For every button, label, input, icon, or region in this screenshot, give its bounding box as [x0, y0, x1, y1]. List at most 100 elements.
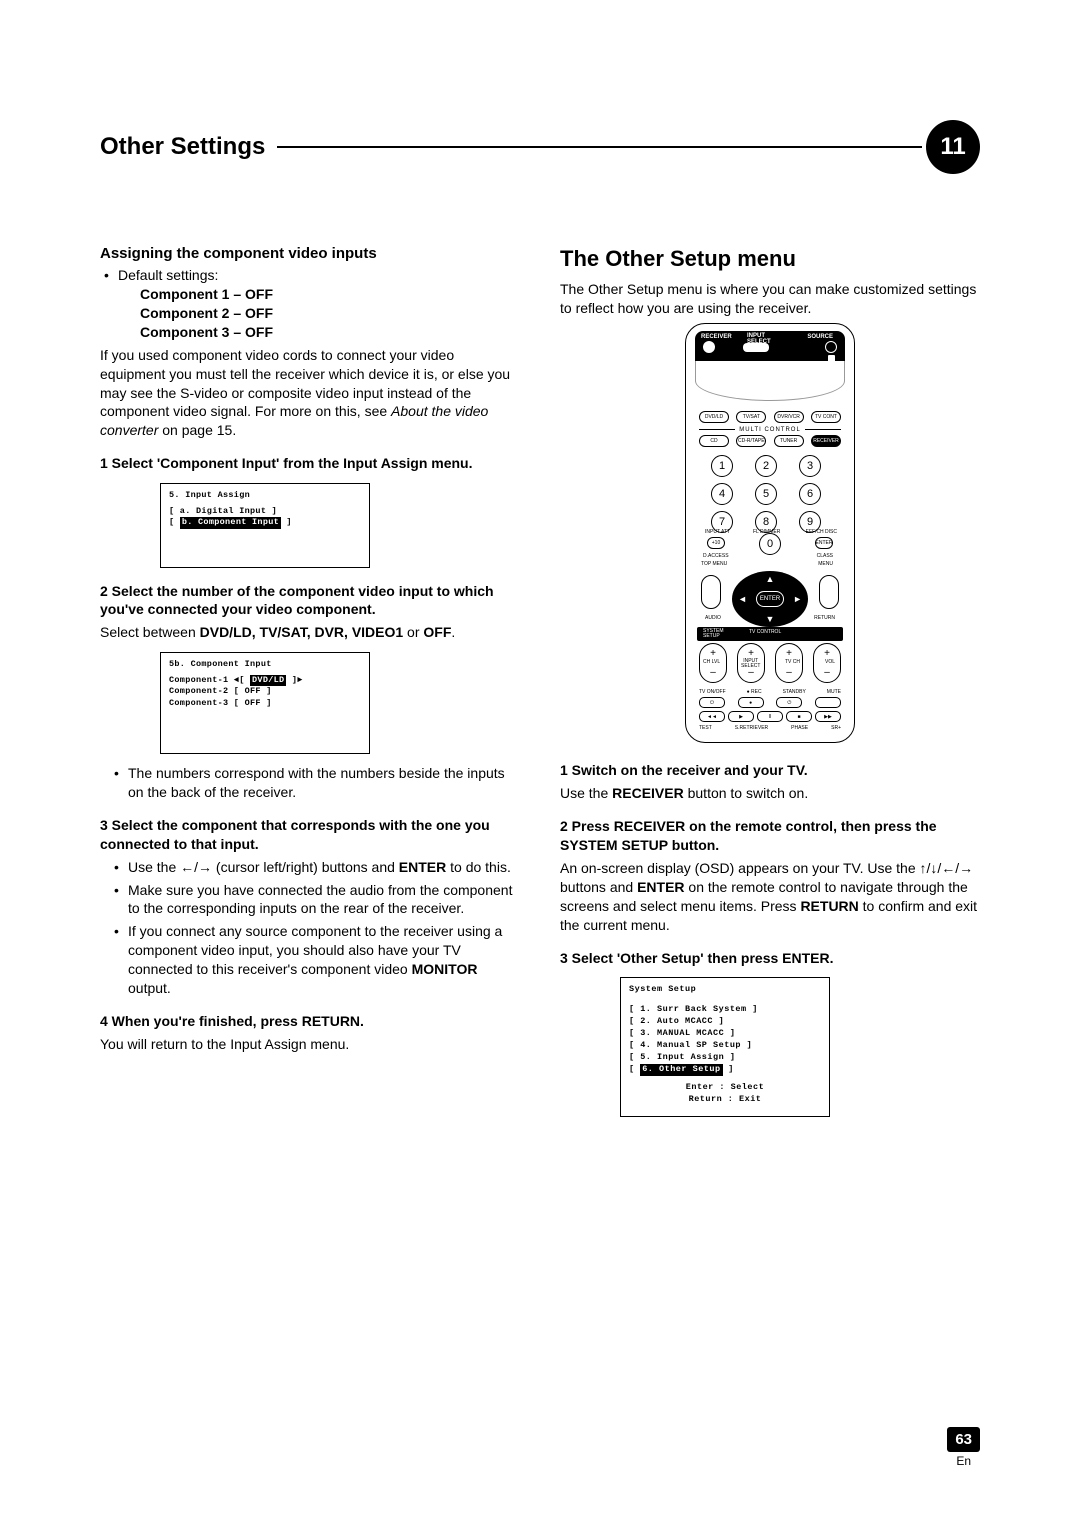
lbl-menu: MENU — [818, 561, 833, 568]
btn-rec[interactable]: ● — [738, 697, 764, 708]
osd3-r5: [ 5. Input Assign ] — [629, 1052, 821, 1064]
lbl-chlvl: CH LVL — [703, 659, 720, 666]
btn-stop[interactable]: ■ — [786, 711, 812, 722]
source-row-1: DVD/LD TV/SAT DVR/VCR TV CONT — [699, 411, 841, 423]
right-column: The Other Setup menu The Other Setup men… — [560, 244, 980, 1127]
num-2[interactable]: 2 — [755, 455, 777, 477]
btn-tvonoff[interactable]: ⏻ — [699, 697, 725, 708]
left-step-2: 2 Select the number of the component vid… — [100, 582, 520, 620]
component1-default: Component 1 – OFF — [140, 285, 520, 304]
left-step-4: 4 When you're finished, press RETURN. — [100, 1012, 520, 1031]
page-number-value: 63 — [947, 1427, 980, 1452]
src-dvd[interactable]: DVD/LD — [699, 411, 729, 423]
src-cd[interactable]: CD — [699, 435, 729, 447]
osd3-foot1: Enter : Select — [629, 1082, 821, 1094]
left-step4-note: You will return to the Input Assign menu… — [100, 1035, 520, 1054]
lbl-tvch: TV CH — [785, 659, 800, 666]
dpad-up-icon[interactable]: ▲ — [766, 573, 775, 585]
lbl-sretriever: S.RETRIEVER — [735, 725, 768, 732]
left-step3-text: 3 Select the component that corresponds … — [100, 817, 490, 852]
other-setup-intro: The Other Setup menu is where you can ma… — [560, 280, 980, 318]
src-tvsat[interactable]: TV/SAT — [736, 411, 766, 423]
dpad-right-icon[interactable]: ► — [793, 593, 802, 605]
osd3-r3: [ 3. MANUAL MCACC ] — [629, 1028, 821, 1040]
left-column: Assigning the component video inputs Def… — [100, 244, 520, 1127]
assign-heading: Assigning the component video inputs — [100, 244, 520, 264]
component2-default: Component 2 – OFF — [140, 304, 520, 323]
right-step-1: 1 Switch on the receiver and your TV. — [560, 761, 980, 780]
btn-menu[interactable] — [819, 575, 839, 609]
multi-control-label: MULTI CONTROL — [685, 426, 855, 434]
dpad-left-icon[interactable]: ◄ — [738, 593, 747, 605]
right-step-2: 2 Press RECEIVER on the remote control, … — [560, 817, 980, 855]
num-3[interactable]: 3 — [799, 455, 821, 477]
intro-tail: on page 15. — [158, 422, 236, 438]
page-lang: En — [947, 1454, 980, 1468]
left-step-1: 1 Select 'Component Input' from the Inpu… — [100, 454, 520, 473]
lbl-topmenu: TOP MENU — [701, 561, 727, 568]
transport-row-2: ◄◄ ▶ II ■ ▶▶ — [699, 711, 841, 722]
osd2-row3: Component-3 [ OFF ] — [169, 698, 361, 709]
input-select-button[interactable] — [743, 343, 769, 352]
right-step2-text: 2 Press RECEIVER on the remote control, … — [560, 818, 937, 853]
right-step2-note: An on-screen display (OSD) appears on yo… — [560, 859, 980, 935]
source-row-2: CD CD-R/TAPE TUNER RECEIVER — [699, 435, 841, 447]
btn-mute[interactable] — [815, 697, 841, 708]
intro-paragraph: If you used component video cords to con… — [100, 346, 520, 440]
osd-component-input: 5b. Component Input Component-1 ◄[ DVD/L… — [160, 652, 370, 754]
lbl-tvonoff: TV ON/OFF — [699, 689, 726, 696]
lbl-daccess: D.ACCESS — [703, 553, 729, 560]
right-step1-text: 1 Switch on the receiver and your TV. — [560, 762, 808, 778]
transport-row-1: ⏻ ● ⏻ — [699, 697, 841, 708]
osd2-row1: Component-1 ◄[ DVD/LD ]► — [169, 675, 361, 686]
enter-button[interactable]: ENTER — [756, 591, 784, 607]
chapter-title: Other Settings — [100, 133, 265, 161]
num-1[interactable]: 1 — [711, 455, 733, 477]
default-settings-label: Default settings: — [118, 266, 520, 285]
btn-plus10[interactable]: +10 — [707, 537, 725, 549]
lbl-system-setup: SYSTEMSETUP — [703, 629, 724, 639]
osd1-title: 5. Input Assign — [169, 490, 361, 501]
lbl-srplus: SR+ — [831, 725, 841, 732]
osd3-r4: [ 4. Manual SP Setup ] — [629, 1040, 821, 1052]
osd3-foot2: Return : Exit — [629, 1094, 821, 1106]
btn-ff[interactable]: ▶▶ — [815, 711, 841, 722]
btn-rew[interactable]: ◄◄ — [699, 711, 725, 722]
other-setup-heading: The Other Setup menu — [560, 244, 980, 274]
bot-label-row: TV ON/OFF ● REC STANDBY MUTE — [699, 689, 841, 696]
lbl-phase: PHASE — [791, 725, 808, 732]
left-step1-text: 1 Select 'Component Input' from the Inpu… — [100, 455, 472, 471]
osd1-row-a: [ a. Digital Input ] — [169, 506, 361, 517]
left-step3-bullet-b: Make sure you have connected the audio f… — [128, 881, 520, 919]
chapter-number-badge: 11 — [926, 120, 980, 174]
btn-enter-small[interactable]: ENTER — [815, 537, 833, 549]
src-tuner[interactable]: TUNER — [774, 435, 804, 447]
btn-standby[interactable]: ⏻ — [776, 697, 802, 708]
osd2-row2: Component-2 [ OFF ] — [169, 686, 361, 697]
lbl-test: TEST — [699, 725, 712, 732]
remote-label-receiver: RECEIVER — [701, 333, 732, 341]
btn-pause[interactable]: II — [757, 711, 783, 722]
lbl-tvcontrol: TV CONTROL — [749, 629, 781, 636]
osd-input-assign: 5. Input Assign [ a. Digital Input ] [ b… — [160, 483, 370, 567]
number-pad: 1 2 3 4 5 6 7 8 9 — [711, 455, 829, 533]
src-dvr[interactable]: DVR/VCR — [774, 411, 804, 423]
right-step1-note: Use the RECEIVER button to switch on. — [560, 784, 980, 803]
src-receiver[interactable]: RECEIVER — [811, 435, 841, 447]
osd3-r2: [ 2. Auto MCACC ] — [629, 1016, 821, 1028]
num-5[interactable]: 5 — [755, 483, 777, 505]
osd-system-setup: System Setup [ 1. Surr Back System ] [ 2… — [620, 977, 830, 1116]
btn-play[interactable]: ▶ — [728, 711, 754, 722]
num-6[interactable]: 6 — [799, 483, 821, 505]
right-step3-text: 3 Select 'Other Setup' then press ENTER. — [560, 950, 834, 966]
remote-control-diagram: RECEIVER INPUTSELECT SOURCE DVD/LD TV/SA… — [685, 323, 855, 743]
bottom-label-row: TEST S.RETRIEVER PHASE SR+ — [699, 725, 841, 732]
num-4[interactable]: 4 — [711, 483, 733, 505]
src-tvcont[interactable]: TV CONT — [811, 411, 841, 423]
btn-topmenu[interactable] — [701, 575, 721, 609]
lbl-rec: ● REC — [747, 689, 762, 696]
lbl-mute: MUTE — [827, 689, 841, 696]
dpad-down-icon[interactable]: ▼ — [766, 613, 775, 625]
src-cdr[interactable]: CD-R/TAPE — [736, 435, 766, 447]
lbl-standby: STANDBY — [783, 689, 806, 696]
